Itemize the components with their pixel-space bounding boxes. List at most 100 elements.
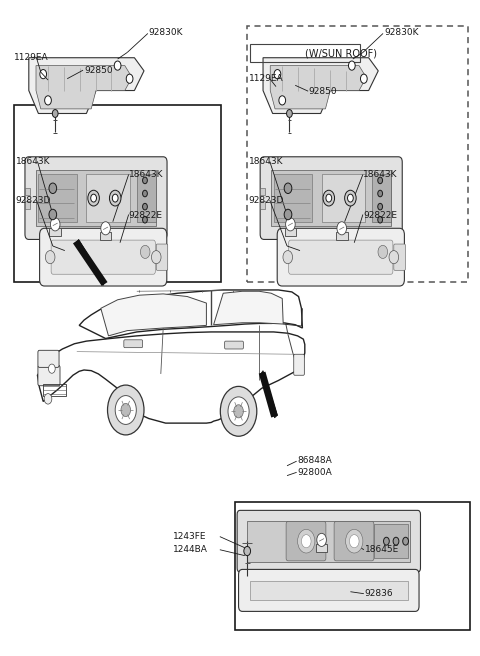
Text: 92830K: 92830K: [384, 28, 419, 37]
Circle shape: [393, 537, 399, 545]
FancyBboxPatch shape: [316, 544, 327, 552]
Circle shape: [378, 216, 383, 223]
FancyBboxPatch shape: [260, 188, 265, 195]
FancyBboxPatch shape: [38, 174, 77, 222]
Circle shape: [40, 70, 47, 79]
FancyBboxPatch shape: [394, 244, 405, 270]
FancyBboxPatch shape: [274, 174, 312, 222]
Circle shape: [91, 194, 96, 202]
Circle shape: [403, 537, 408, 545]
Circle shape: [45, 96, 51, 105]
Text: 1129EA: 1129EA: [14, 53, 49, 62]
Circle shape: [121, 403, 131, 417]
Circle shape: [244, 546, 251, 556]
Circle shape: [220, 386, 257, 436]
Circle shape: [126, 74, 133, 83]
Bar: [250, 44, 360, 62]
FancyBboxPatch shape: [277, 228, 404, 286]
Text: 92823D: 92823D: [249, 195, 284, 205]
FancyBboxPatch shape: [25, 188, 30, 195]
Text: 92836: 92836: [365, 589, 394, 598]
Polygon shape: [270, 66, 366, 109]
Text: 92822E: 92822E: [129, 211, 163, 220]
Circle shape: [348, 194, 353, 202]
Circle shape: [49, 209, 57, 220]
Circle shape: [287, 110, 292, 117]
FancyBboxPatch shape: [39, 228, 167, 286]
Polygon shape: [101, 294, 206, 336]
Circle shape: [317, 533, 326, 546]
Text: 1129EA: 1129EA: [249, 74, 283, 83]
Circle shape: [143, 177, 147, 184]
FancyBboxPatch shape: [286, 522, 326, 561]
Circle shape: [140, 245, 150, 258]
Text: 92850: 92850: [84, 66, 113, 75]
FancyBboxPatch shape: [49, 228, 61, 236]
Circle shape: [284, 209, 292, 220]
FancyBboxPatch shape: [156, 244, 168, 270]
Circle shape: [101, 222, 110, 235]
FancyBboxPatch shape: [25, 201, 30, 209]
Text: 86848A: 86848A: [298, 456, 332, 465]
Polygon shape: [76, 239, 105, 285]
Text: 18643K: 18643K: [249, 157, 283, 166]
FancyBboxPatch shape: [86, 174, 130, 222]
FancyBboxPatch shape: [100, 232, 111, 240]
Circle shape: [323, 190, 335, 206]
Bar: [235, 502, 470, 630]
Text: 92830K: 92830K: [149, 28, 183, 37]
Polygon shape: [37, 332, 305, 423]
Circle shape: [45, 251, 55, 264]
Polygon shape: [214, 291, 283, 325]
Polygon shape: [79, 290, 302, 338]
Circle shape: [49, 183, 57, 194]
Circle shape: [298, 529, 315, 553]
Circle shape: [279, 96, 286, 105]
Text: 1244BA: 1244BA: [173, 545, 208, 554]
FancyBboxPatch shape: [36, 170, 156, 226]
Circle shape: [115, 396, 136, 424]
Circle shape: [301, 535, 311, 548]
Circle shape: [378, 177, 383, 184]
Circle shape: [114, 61, 121, 70]
FancyBboxPatch shape: [260, 157, 402, 239]
FancyBboxPatch shape: [322, 174, 365, 222]
Circle shape: [360, 74, 367, 83]
Bar: [247, 26, 468, 282]
FancyBboxPatch shape: [38, 350, 59, 367]
Circle shape: [348, 61, 355, 70]
Circle shape: [44, 394, 52, 404]
Circle shape: [378, 190, 383, 197]
Circle shape: [286, 218, 295, 231]
FancyBboxPatch shape: [124, 340, 143, 348]
Polygon shape: [29, 58, 144, 113]
Circle shape: [143, 190, 147, 197]
Circle shape: [112, 194, 118, 202]
FancyBboxPatch shape: [225, 341, 243, 349]
FancyBboxPatch shape: [294, 354, 304, 375]
FancyBboxPatch shape: [239, 569, 419, 611]
FancyBboxPatch shape: [247, 521, 410, 562]
Circle shape: [384, 537, 389, 545]
FancyBboxPatch shape: [336, 232, 348, 240]
Circle shape: [337, 222, 347, 235]
Circle shape: [346, 529, 363, 553]
FancyBboxPatch shape: [288, 240, 393, 274]
Circle shape: [349, 535, 359, 548]
Text: 92800A: 92800A: [298, 468, 332, 477]
FancyBboxPatch shape: [334, 522, 374, 561]
Circle shape: [284, 183, 292, 194]
Circle shape: [152, 251, 161, 264]
Circle shape: [50, 218, 60, 231]
FancyBboxPatch shape: [137, 174, 156, 222]
Circle shape: [143, 216, 147, 223]
FancyBboxPatch shape: [285, 228, 296, 236]
Circle shape: [274, 70, 281, 79]
Text: 1243FE: 1243FE: [173, 532, 206, 541]
Circle shape: [52, 110, 58, 117]
FancyBboxPatch shape: [38, 365, 60, 386]
Circle shape: [108, 385, 144, 435]
Text: 18643K: 18643K: [363, 170, 397, 179]
Circle shape: [389, 251, 399, 264]
FancyBboxPatch shape: [51, 240, 156, 274]
